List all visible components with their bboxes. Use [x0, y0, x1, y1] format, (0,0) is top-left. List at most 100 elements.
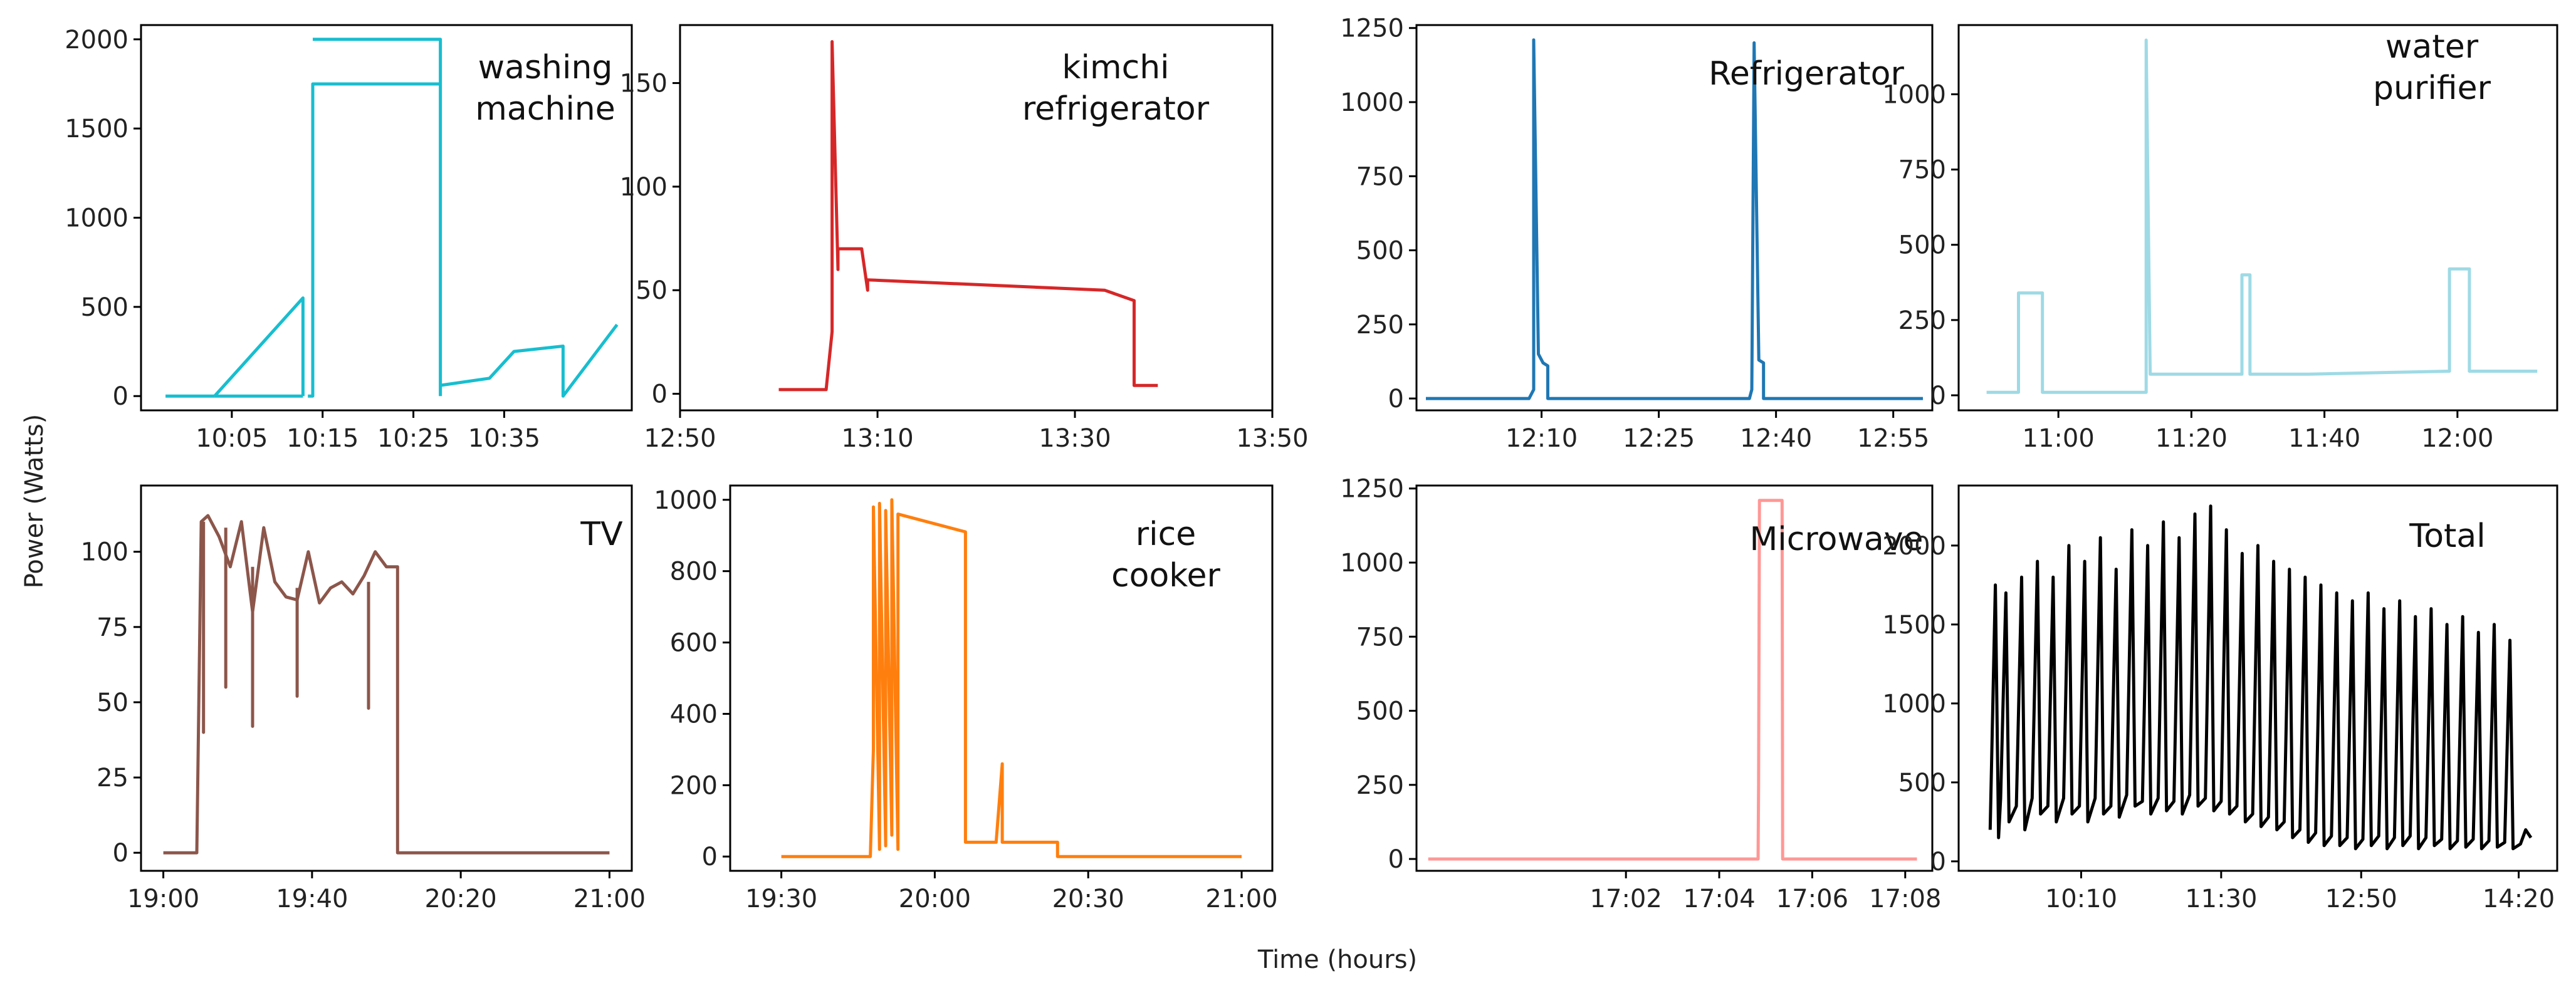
- panel-5-ytick-label-1: 200: [670, 771, 718, 800]
- panel-0-title-line-1: machine: [475, 90, 615, 128]
- panel-4-ytick-label-4: 100: [81, 538, 128, 567]
- panel-3-xtick-label-0: 11:00: [2023, 424, 2095, 453]
- panel-6-frame: [1415, 484, 1934, 872]
- panel-2-xtick-label-0: 12:10: [1505, 424, 1578, 453]
- panel-4-trace-0: [163, 514, 610, 855]
- panel-3-trace-0: [1986, 38, 2538, 394]
- panel-0-ytick-label-2: 1000: [65, 204, 128, 233]
- panel-2-frame: [1415, 24, 1934, 412]
- panel-5-ytick-label-0: 0: [702, 843, 718, 871]
- panel-6-xtick-label-0: 17:02: [1590, 885, 1662, 913]
- panel-2-ytick-label-2: 500: [1356, 237, 1404, 266]
- panel-5-xtick-label-1: 20:00: [899, 885, 971, 913]
- panel-5-trace-0: [781, 498, 1242, 858]
- panel-5-ytick-label-4: 800: [670, 558, 718, 586]
- panel-5-title-line-1: cooker: [1111, 557, 1220, 595]
- panel-6-ytick-label-2: 500: [1356, 697, 1404, 726]
- panel-7-ytick-label-3: 1500: [1882, 611, 1946, 640]
- panel-0-xtick-label-2: 10:25: [377, 424, 449, 453]
- panel-0-ytick-label-3: 1500: [65, 115, 128, 143]
- panel-3-xtick-label-2: 11:40: [2288, 424, 2360, 453]
- panel-1-xtick-label-2: 13:30: [1039, 424, 1111, 453]
- panel-0-ytick-label-1: 500: [81, 293, 128, 322]
- panel-1-ytick-label-0: 0: [652, 380, 668, 409]
- panel-7-ytick-label-4: 2000: [1882, 532, 1946, 561]
- panel-5: 0 200 400 600 800 1000 19:30 20:00 20:30 21:00 ric…: [654, 484, 1278, 913]
- panel-0-xtick-label-3: 10:35: [468, 424, 540, 453]
- panel-6-title-line-0: Microwave: [1749, 521, 1923, 558]
- panel-1-title-line-1: refrigerator: [1022, 90, 1210, 128]
- panel-1-xtick-label-1: 13:10: [841, 424, 913, 453]
- panel-3-ytick-label-2: 500: [1898, 231, 1946, 260]
- panel-2: 0 250 500 750 1000 1250 12:10 12:25 12:40 12:55 Re…: [1340, 14, 1934, 453]
- panel-6-ytick-label-4: 1000: [1340, 549, 1404, 578]
- panel-2-xtick-label-2: 12:40: [1740, 424, 1812, 453]
- panel-4-ytick-label-1: 25: [97, 764, 128, 793]
- panel-3-title-line-1: purifier: [2373, 70, 2491, 107]
- panel-4-frame: [140, 484, 633, 872]
- panel-3-title-line-0: water: [2385, 28, 2479, 66]
- panel-2-ytick-label-1: 250: [1356, 311, 1404, 340]
- panel-5-xtick-label-3: 21:00: [1205, 885, 1277, 913]
- x-axis-label: Time (hours): [1257, 945, 1417, 974]
- panel-6-ytick-label-1: 250: [1356, 771, 1404, 800]
- panel-3: 0 250 500 750 1000 11:00 11:20 11:40 12:00 water p…: [1882, 24, 2558, 453]
- panel-7-title-line-0: Total: [2409, 517, 2485, 555]
- panel-4-xtick-label-1: 19:40: [276, 885, 348, 913]
- panel-7-xtick-label-0: 10:10: [2045, 885, 2117, 913]
- panel-7-xtick-label-2: 12:50: [2325, 885, 2397, 913]
- panel-7-xtick-label-1: 11:30: [2185, 885, 2257, 913]
- panel-3-xtick-label-3: 12:00: [2421, 424, 2493, 453]
- panel-7-trace-0: [1988, 504, 2533, 851]
- panel-0-trace-5: [440, 323, 619, 398]
- panel-0-xtick-label-0: 10:05: [196, 424, 268, 453]
- panel-3-frame: [1957, 24, 2558, 412]
- panel-6-trace-0: [1428, 499, 1917, 861]
- panel-0: 0 500 1000 1500 2000 10:05 10:15 10:25 10:35 wash…: [65, 24, 633, 453]
- panel-6-ytick-label-3: 750: [1356, 623, 1404, 652]
- panel-5-ytick-label-3: 600: [670, 629, 718, 658]
- panel-1-xtick-label-0: 12:50: [644, 424, 716, 453]
- panel-6-xtick-label-1: 17:04: [1683, 885, 1755, 913]
- panel-1-frame: [679, 24, 1274, 412]
- panel-1-title-line-0: kimchi: [1062, 49, 1169, 86]
- panel-3-ytick-label-0: 0: [1930, 382, 1946, 410]
- panel-6-ytick-label-0: 0: [1388, 845, 1404, 874]
- panel-2-xtick-label-3: 12:55: [1857, 424, 1929, 453]
- panel-3-xtick-label-1: 11:20: [2155, 424, 2228, 453]
- panel-5-frame: [729, 484, 1274, 872]
- panel-1: 0 50 100 150 12:50 13:10 13:30 13:50 kimchi refri…: [620, 24, 1309, 453]
- panel-0-trace-4: [313, 38, 442, 397]
- panel-4-ytick-label-3: 75: [97, 613, 128, 642]
- panel-2-ytick-label-0: 0: [1388, 385, 1404, 413]
- panel-1-ytick-label-1: 50: [636, 276, 668, 305]
- panel-5-xtick-label-0: 19:30: [745, 885, 817, 913]
- panel-7-ytick-label-0: 0: [1930, 848, 1946, 876]
- panel-1-trace-0: [778, 40, 1158, 392]
- panel-7-ytick-label-1: 500: [1898, 769, 1946, 798]
- panel-3-ytick-label-4: 1000: [1882, 81, 1946, 110]
- panel-5-ytick-label-5: 1000: [654, 486, 718, 515]
- panel-1-ytick-label-2: 100: [620, 173, 668, 202]
- panel-2-ytick-label-4: 1000: [1340, 88, 1404, 117]
- panel-2-title-line-0: Refrigerator: [1709, 55, 1904, 93]
- panel-4-xtick-label-2: 20:20: [424, 885, 496, 913]
- panel-0-title-line-0: washing: [478, 49, 613, 86]
- panel-6-xtick-label-2: 17:06: [1776, 885, 1848, 913]
- panel-5-xtick-label-2: 20:30: [1052, 885, 1124, 913]
- panel-7: 0 500 1000 1500 2000 10:10 11:30 12:50 14:20 Tota…: [1882, 484, 2558, 913]
- panel-0-trace-3: [308, 82, 441, 398]
- y-axis-label: Power (Watts): [20, 414, 49, 589]
- panel-4-xtick-label-3: 21:00: [573, 885, 646, 913]
- panel-1-xtick-label-3: 13:50: [1236, 424, 1308, 453]
- panel-5-ytick-label-2: 400: [670, 700, 718, 729]
- panel-6: 0 250 500 750 1000 1250 17:02 17:04 17:06 17:08 Mi…: [1340, 475, 1941, 913]
- panel-7-frame: [1957, 484, 2558, 872]
- panel-0-ytick-label-0: 0: [113, 382, 128, 411]
- panel-4-xtick-label-0: 19:00: [127, 885, 199, 913]
- panel-4-ytick-label-2: 50: [97, 689, 128, 717]
- panel-4-ytick-label-0: 0: [113, 839, 128, 868]
- panel-7-xtick-label-3: 14:20: [2483, 885, 2555, 913]
- panel-5-title-line-0: rice: [1136, 516, 1196, 553]
